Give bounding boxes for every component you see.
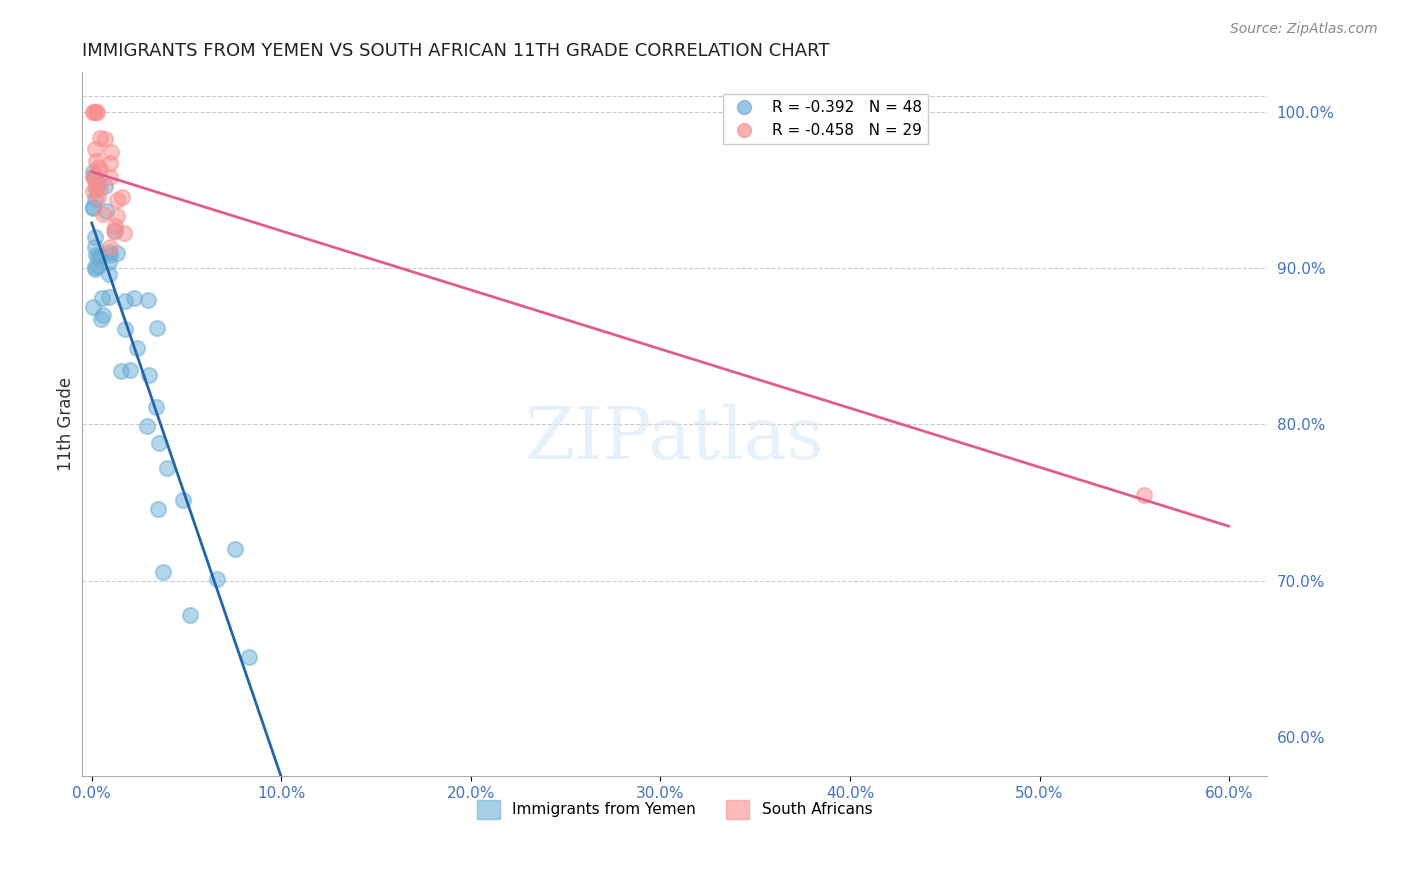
Point bbox=[89, 181, 111, 195]
Point bbox=[83, 184, 105, 198]
Point bbox=[89, 131, 111, 145]
Point bbox=[179, 608, 201, 623]
Point bbox=[146, 502, 169, 516]
Point bbox=[98, 156, 121, 170]
Point bbox=[94, 132, 117, 146]
Point bbox=[97, 267, 120, 281]
Point bbox=[83, 169, 105, 183]
Point bbox=[105, 194, 128, 208]
Point bbox=[91, 291, 114, 305]
Point bbox=[103, 224, 125, 238]
Point bbox=[98, 245, 121, 260]
Point bbox=[207, 572, 229, 586]
Point bbox=[87, 178, 110, 192]
Point bbox=[127, 341, 149, 355]
Point bbox=[112, 226, 135, 240]
Point bbox=[83, 240, 105, 254]
Point bbox=[145, 401, 167, 415]
Point bbox=[98, 247, 121, 261]
Point bbox=[89, 249, 111, 263]
Point bbox=[83, 171, 105, 186]
Point bbox=[83, 201, 105, 215]
Point bbox=[98, 289, 121, 303]
Point bbox=[83, 164, 105, 178]
Point bbox=[84, 192, 107, 206]
Point bbox=[84, 182, 107, 196]
Point bbox=[91, 308, 114, 322]
Point bbox=[114, 322, 136, 336]
Point bbox=[148, 436, 170, 450]
Point bbox=[105, 245, 128, 260]
Point bbox=[224, 542, 246, 557]
Point bbox=[172, 493, 194, 508]
Point bbox=[83, 104, 105, 119]
Point bbox=[87, 190, 110, 204]
Point bbox=[84, 179, 107, 194]
Point bbox=[105, 209, 128, 223]
Point bbox=[104, 223, 127, 237]
Point bbox=[122, 291, 145, 305]
Point bbox=[118, 363, 141, 377]
Legend: Immigrants from Yemen, South Africans: Immigrants from Yemen, South Africans bbox=[471, 794, 879, 825]
Point bbox=[83, 104, 105, 119]
Point bbox=[136, 293, 159, 307]
Point bbox=[136, 418, 159, 433]
Point bbox=[1133, 488, 1156, 502]
Point bbox=[86, 104, 108, 119]
Point bbox=[94, 179, 117, 194]
Point bbox=[97, 254, 120, 268]
Point bbox=[84, 248, 107, 262]
Point bbox=[84, 260, 107, 274]
Point bbox=[83, 142, 105, 156]
Point bbox=[84, 262, 107, 277]
Point bbox=[100, 145, 122, 160]
Point bbox=[87, 160, 110, 174]
Point bbox=[84, 153, 107, 168]
Point bbox=[138, 368, 160, 382]
Point bbox=[91, 207, 114, 221]
Point bbox=[114, 293, 136, 308]
Point bbox=[89, 312, 111, 326]
Point bbox=[83, 301, 105, 315]
Point bbox=[83, 200, 105, 214]
Point bbox=[152, 565, 174, 579]
Point bbox=[146, 321, 169, 335]
Point bbox=[100, 240, 122, 254]
Y-axis label: 11th Grade: 11th Grade bbox=[58, 377, 75, 471]
Text: ZIPatlas: ZIPatlas bbox=[524, 403, 824, 474]
Text: IMMIGRANTS FROM YEMEN VS SOUTH AFRICAN 11TH GRADE CORRELATION CHART: IMMIGRANTS FROM YEMEN VS SOUTH AFRICAN 1… bbox=[82, 42, 830, 60]
Point bbox=[94, 203, 117, 218]
Point bbox=[89, 162, 111, 177]
Point bbox=[83, 170, 105, 185]
Point bbox=[111, 189, 134, 203]
Point bbox=[104, 219, 127, 233]
Point bbox=[87, 259, 110, 273]
Text: Source: ZipAtlas.com: Source: ZipAtlas.com bbox=[1230, 22, 1378, 37]
Point bbox=[98, 170, 121, 185]
Point bbox=[84, 104, 107, 119]
Point bbox=[110, 364, 132, 378]
Point bbox=[238, 649, 260, 664]
Point bbox=[156, 460, 179, 475]
Point bbox=[87, 250, 110, 264]
Point bbox=[83, 229, 105, 244]
